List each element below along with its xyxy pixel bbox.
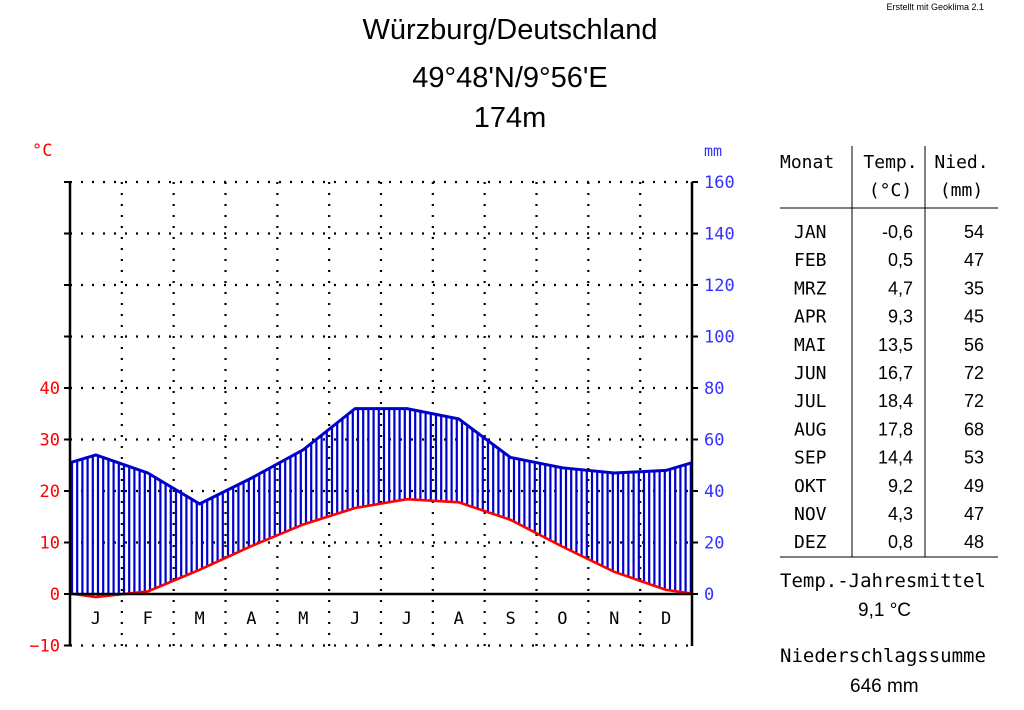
table-cell-temp: 17,8 xyxy=(878,419,913,439)
table-cell-temp: 9,2 xyxy=(888,476,913,496)
grid-lines xyxy=(70,180,692,647)
table-cell-precip: 68 xyxy=(964,419,984,439)
month-tick-label: S xyxy=(505,609,515,629)
month-tick-label: M xyxy=(298,609,308,629)
left-tick-label: 20 xyxy=(40,482,60,502)
table-header-precip: Nied. xyxy=(934,152,988,173)
table-cell-month: JUL xyxy=(794,391,827,412)
table-cell-month: APR xyxy=(794,307,827,328)
right-tick-label: 40 xyxy=(704,482,724,502)
table-cell-precip: 35 xyxy=(964,278,984,298)
credit-text: Erstellt mit Geoklima 2.1 xyxy=(886,2,984,12)
table-cell-precip: 45 xyxy=(964,307,984,327)
right-tick-label: 160 xyxy=(704,173,735,193)
temperature-line xyxy=(69,497,693,599)
table-cell-month: MAI xyxy=(794,335,827,356)
table-header-temp-unit: (°C) xyxy=(869,180,912,201)
annual-mean-temp-label: Temp.-Jahresmittel xyxy=(780,570,986,592)
month-tick-label: O xyxy=(557,609,567,629)
table-cell-temp: -0,6 xyxy=(882,222,913,242)
table-cell-temp: 18,4 xyxy=(878,391,913,411)
right-tick-label: 20 xyxy=(704,534,724,554)
month-tick-label: J xyxy=(350,609,360,629)
table-cell-month: DEZ xyxy=(794,532,827,553)
right-tick-label: 80 xyxy=(704,379,724,399)
month-tick-label: N xyxy=(609,609,619,629)
table-cell-precip: 56 xyxy=(964,335,984,355)
right-tick-label: 60 xyxy=(704,431,724,451)
left-tick-label: 0 xyxy=(50,585,60,605)
table-cell-precip: 48 xyxy=(964,532,984,552)
precipitation-hatching xyxy=(70,408,692,597)
table-cell-temp: 13,5 xyxy=(878,335,913,355)
table-cell-month: JUN xyxy=(794,363,827,384)
left-tick-label: 10 xyxy=(40,534,60,554)
table-cell-temp: 14,4 xyxy=(878,448,913,468)
table-cell-temp: 0,8 xyxy=(888,532,913,552)
left-axis-unit: °C xyxy=(32,141,52,161)
table-cell-month: MRZ xyxy=(794,278,827,299)
table-header-temp: Temp. xyxy=(863,152,917,173)
right-tick-label: 0 xyxy=(704,585,714,605)
left-tick-label: −10 xyxy=(29,637,60,657)
table-cell-precip: 49 xyxy=(964,476,984,496)
table-cell-temp: 4,7 xyxy=(888,278,913,298)
table-header-precip-unit: (mm) xyxy=(940,180,983,201)
right-tick-label: 140 xyxy=(704,225,735,245)
month-tick-label: M xyxy=(194,609,204,629)
right-tick-label: 100 xyxy=(704,328,735,348)
table-cell-precip: 47 xyxy=(964,504,984,524)
right-tick-label: 120 xyxy=(704,276,735,296)
month-tick-label: J xyxy=(402,609,412,629)
annual-precip-sum-value: 646 mm xyxy=(850,676,919,697)
annual-precip-sum-label: Niederschlagssumme xyxy=(780,645,986,667)
chart-title-elevation: 174m xyxy=(473,102,547,134)
month-tick-label: A xyxy=(246,609,256,629)
table-cell-month: NOV xyxy=(794,504,827,525)
table-cell-month: FEB xyxy=(794,250,827,271)
table-cell-precip: 72 xyxy=(964,391,984,411)
table-cell-precip: 54 xyxy=(964,222,984,242)
month-tick-label: F xyxy=(143,609,153,629)
table-cell-temp: 4,3 xyxy=(888,504,913,524)
table-cell-temp: 16,7 xyxy=(878,363,913,383)
precipitation-line xyxy=(69,407,693,506)
month-tick-label: A xyxy=(454,609,464,629)
table-cell-month: AUG xyxy=(794,419,827,440)
table-cell-month: JAN xyxy=(794,222,827,243)
month-tick-label: J xyxy=(91,609,101,629)
table-cell-temp: 0,5 xyxy=(888,250,913,270)
annual-mean-temp-value: 9,1 °C xyxy=(858,600,912,621)
table-cell-precip: 53 xyxy=(964,448,984,468)
table-cell-month: SEP xyxy=(794,448,827,469)
right-axis-unit: mm xyxy=(704,142,722,160)
chart-title-coordinates: 49°48'N/9°56'E xyxy=(412,62,608,94)
table-cell-month: OKT xyxy=(794,476,827,497)
table-cell-precip: 47 xyxy=(964,250,984,270)
month-tick-label: D xyxy=(661,609,671,629)
chart-title-place: Würzburg/Deutschland xyxy=(362,14,658,46)
table-cell-temp: 9,3 xyxy=(888,307,913,327)
table-header-month: Monat xyxy=(780,152,834,173)
table-cell-precip: 72 xyxy=(964,363,984,383)
left-tick-label: 40 xyxy=(40,379,60,399)
left-tick-label: 30 xyxy=(40,431,60,451)
